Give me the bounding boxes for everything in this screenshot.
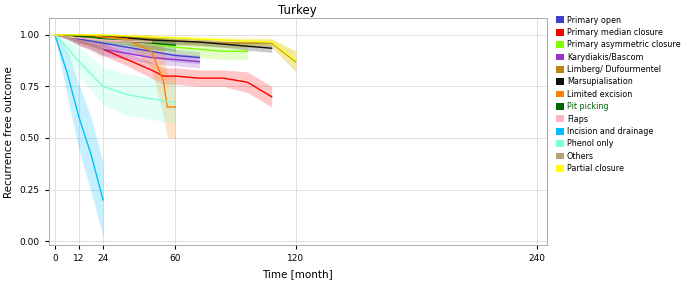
Legend: Primary open, Primary median closure, Primary asymmetric closure, Karydiakis/Bas: Primary open, Primary median closure, Pr… — [556, 16, 680, 173]
Title: Turkey: Turkey — [278, 4, 317, 17]
Y-axis label: Recurrence free outcome: Recurrence free outcome — [4, 66, 14, 198]
X-axis label: Time [month]: Time [month] — [262, 269, 333, 279]
